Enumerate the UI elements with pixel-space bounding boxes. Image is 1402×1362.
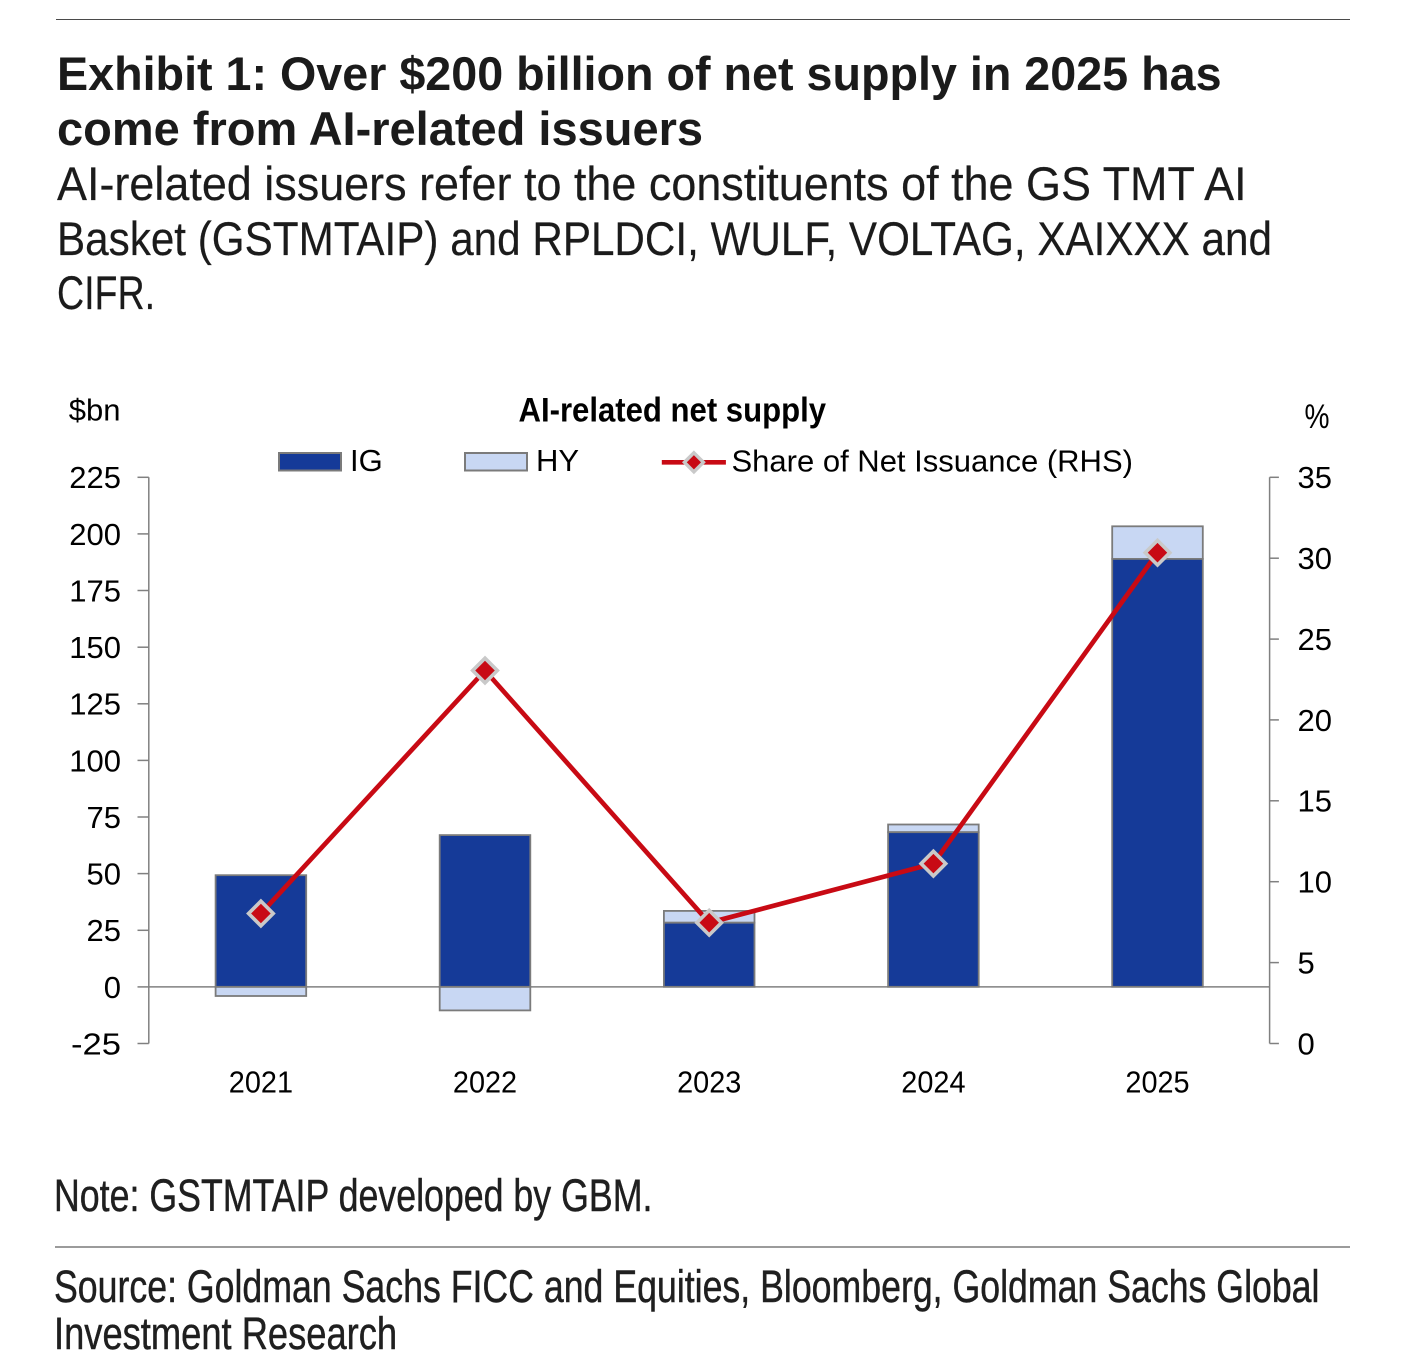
svg-text:125: 125 bbox=[69, 687, 121, 722]
svg-text:5: 5 bbox=[1298, 946, 1315, 981]
svg-text:$bn: $bn bbox=[69, 392, 121, 427]
svg-text:10: 10 bbox=[1298, 865, 1332, 900]
svg-text:Share of Net Issuance (RHS): Share of Net Issuance (RHS) bbox=[732, 443, 1133, 478]
svg-text:35: 35 bbox=[1298, 460, 1332, 495]
svg-text:25: 25 bbox=[1298, 622, 1332, 657]
svg-text:225: 225 bbox=[69, 460, 121, 495]
svg-text:HY: HY bbox=[536, 443, 579, 478]
svg-text:175: 175 bbox=[69, 573, 121, 608]
svg-text:-25: -25 bbox=[71, 1026, 121, 1061]
svg-text:25: 25 bbox=[87, 913, 121, 948]
svg-text:IG: IG bbox=[350, 443, 383, 478]
svg-text:75: 75 bbox=[87, 800, 121, 835]
svg-text:2021: 2021 bbox=[229, 1064, 293, 1099]
svg-text:2022: 2022 bbox=[453, 1064, 517, 1099]
svg-text:30: 30 bbox=[1298, 541, 1332, 576]
svg-text:100: 100 bbox=[69, 743, 121, 778]
svg-text:2024: 2024 bbox=[901, 1064, 965, 1099]
svg-text:2025: 2025 bbox=[1125, 1064, 1189, 1099]
svg-text:0: 0 bbox=[104, 970, 121, 1005]
svg-text:200: 200 bbox=[69, 517, 121, 552]
svg-text:%: % bbox=[1305, 398, 1330, 436]
svg-text:15: 15 bbox=[1298, 784, 1332, 819]
svg-text:2023: 2023 bbox=[677, 1064, 741, 1099]
svg-text:AI-related net supply: AI-related net supply bbox=[519, 391, 827, 429]
svg-text:150: 150 bbox=[69, 630, 121, 665]
svg-text:0: 0 bbox=[1298, 1026, 1315, 1061]
svg-text:50: 50 bbox=[87, 857, 121, 892]
svg-text:20: 20 bbox=[1298, 703, 1332, 738]
